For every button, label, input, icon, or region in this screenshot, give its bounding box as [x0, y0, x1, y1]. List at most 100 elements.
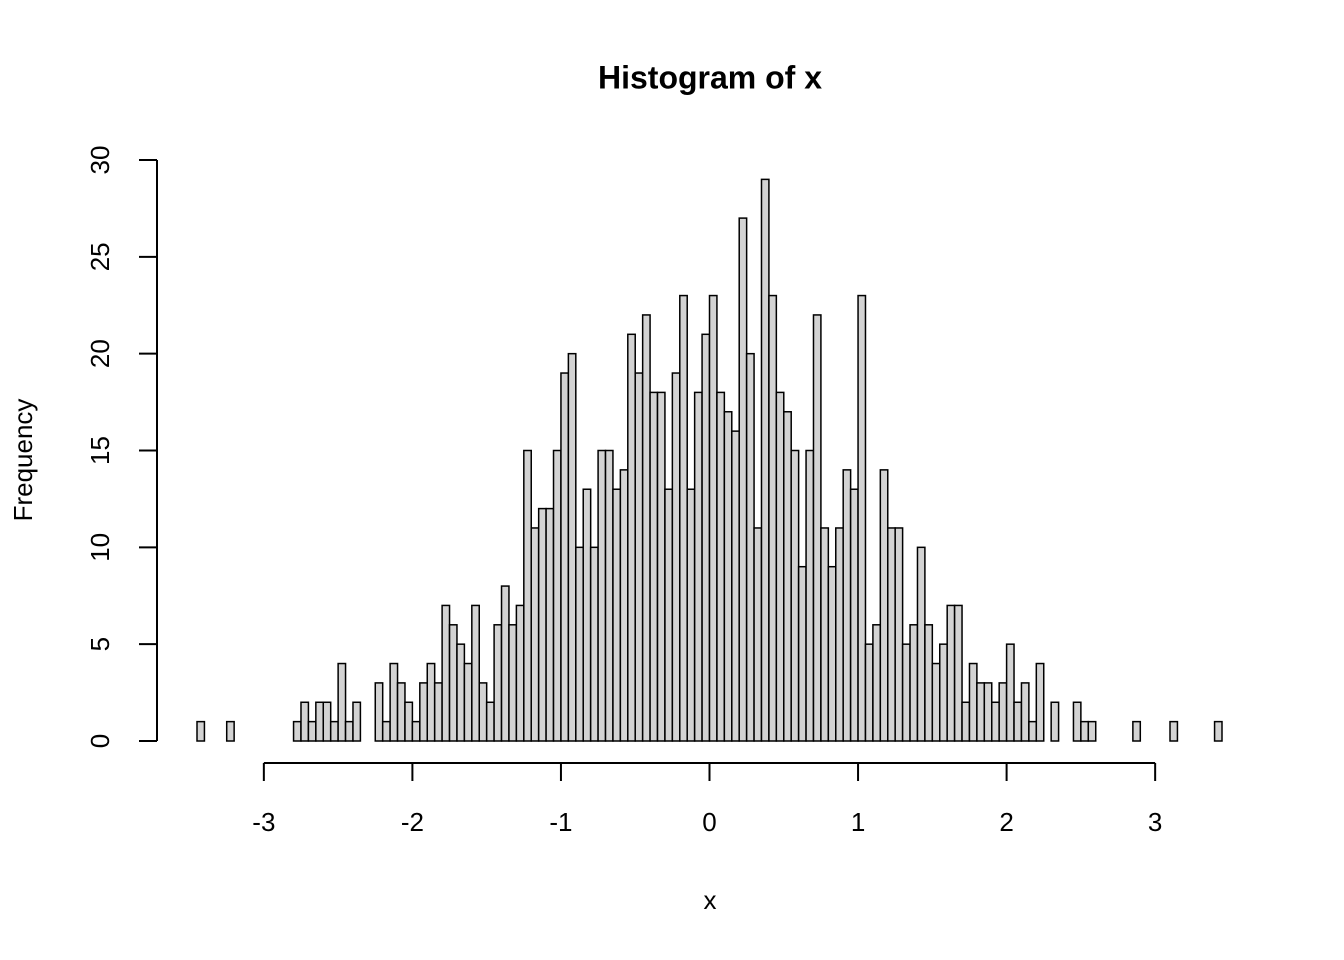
x-tick-label: 3: [1148, 807, 1162, 837]
bar: [745, 352, 755, 742]
bar: [627, 333, 636, 742]
bar: [901, 643, 911, 742]
bar: [329, 720, 339, 742]
bar: [679, 294, 688, 742]
bar: [411, 720, 421, 742]
bar: [604, 449, 614, 742]
bar: [344, 720, 354, 742]
bar: [352, 701, 362, 742]
bar: [812, 314, 822, 742]
y-tick-label: 30: [85, 146, 115, 175]
y-tick-label: 25: [85, 242, 115, 271]
bar: [322, 701, 332, 742]
bar: [723, 411, 733, 742]
bar: [441, 604, 451, 742]
bar: [961, 701, 971, 742]
bar: [849, 488, 859, 742]
bar: [1035, 662, 1045, 742]
bar: [820, 527, 830, 742]
bar: [827, 565, 837, 742]
bar: [946, 604, 956, 742]
bar: [575, 546, 584, 742]
bar: [589, 546, 599, 742]
bar: [1087, 720, 1097, 742]
bar: [463, 662, 473, 742]
bar: [805, 449, 815, 742]
bar: [1213, 720, 1223, 742]
bar: [515, 604, 525, 742]
x-tick-label: 0: [702, 807, 716, 837]
y-axis-label: Frequency: [8, 399, 38, 522]
bar: [545, 507, 555, 742]
x-tick-label: -1: [549, 807, 572, 837]
bar: [894, 527, 904, 742]
bar: [597, 449, 607, 742]
bar: [500, 585, 510, 742]
bar: [797, 565, 807, 742]
bar: [396, 682, 406, 742]
y-tick-label: 5: [85, 637, 115, 651]
bar: [634, 372, 644, 742]
bar: [381, 720, 391, 742]
bar: [1005, 643, 1015, 742]
bar: [641, 314, 651, 742]
bar: [738, 217, 748, 742]
bar: [716, 391, 726, 742]
bar: [790, 449, 800, 742]
bar: [656, 391, 666, 742]
bar: [619, 469, 629, 742]
bar: [686, 488, 696, 742]
bar: [1050, 701, 1060, 742]
bar: [953, 604, 963, 742]
bar: [582, 488, 592, 742]
y-tick-label: 20: [85, 339, 115, 368]
bar: [537, 507, 547, 742]
bar: [835, 527, 844, 742]
bar: [456, 643, 466, 742]
bar: [315, 701, 325, 742]
bar: [552, 449, 562, 742]
bar: [909, 624, 919, 742]
bar: [857, 294, 867, 742]
x-tick-label: -2: [401, 807, 424, 837]
bar: [389, 662, 399, 742]
bar: [1020, 682, 1030, 742]
bar: [300, 701, 310, 742]
bar: [939, 643, 948, 742]
bar: [760, 178, 770, 742]
bar: [872, 624, 882, 742]
bar: [887, 527, 896, 742]
chart-title: Histogram of x: [598, 59, 822, 95]
bar: [998, 682, 1008, 742]
bar: [612, 488, 622, 742]
bar: [196, 720, 206, 742]
bar: [931, 662, 941, 742]
bar: [307, 720, 317, 742]
bar: [1169, 720, 1179, 742]
bar: [879, 469, 889, 742]
bar: [530, 527, 540, 742]
bar: [768, 294, 778, 742]
x-tick-label: 1: [851, 807, 865, 837]
bar: [649, 391, 659, 742]
bar: [983, 682, 993, 742]
bar: [708, 294, 718, 742]
bar: [448, 624, 458, 742]
bar: [485, 701, 495, 742]
bar: [1080, 720, 1090, 742]
bar: [560, 372, 570, 742]
bar: [523, 449, 532, 742]
bar: [1072, 701, 1082, 742]
bar: [337, 662, 347, 742]
y-tick-label: 10: [85, 533, 115, 562]
bar: [225, 720, 235, 742]
bar: [478, 682, 488, 742]
bar: [1132, 720, 1142, 742]
bar: [731, 430, 740, 742]
bar: [419, 682, 429, 742]
x-tick-label: -3: [252, 807, 275, 837]
bar: [924, 624, 934, 742]
bar: [1028, 720, 1038, 742]
x-tick-label: 2: [999, 807, 1013, 837]
